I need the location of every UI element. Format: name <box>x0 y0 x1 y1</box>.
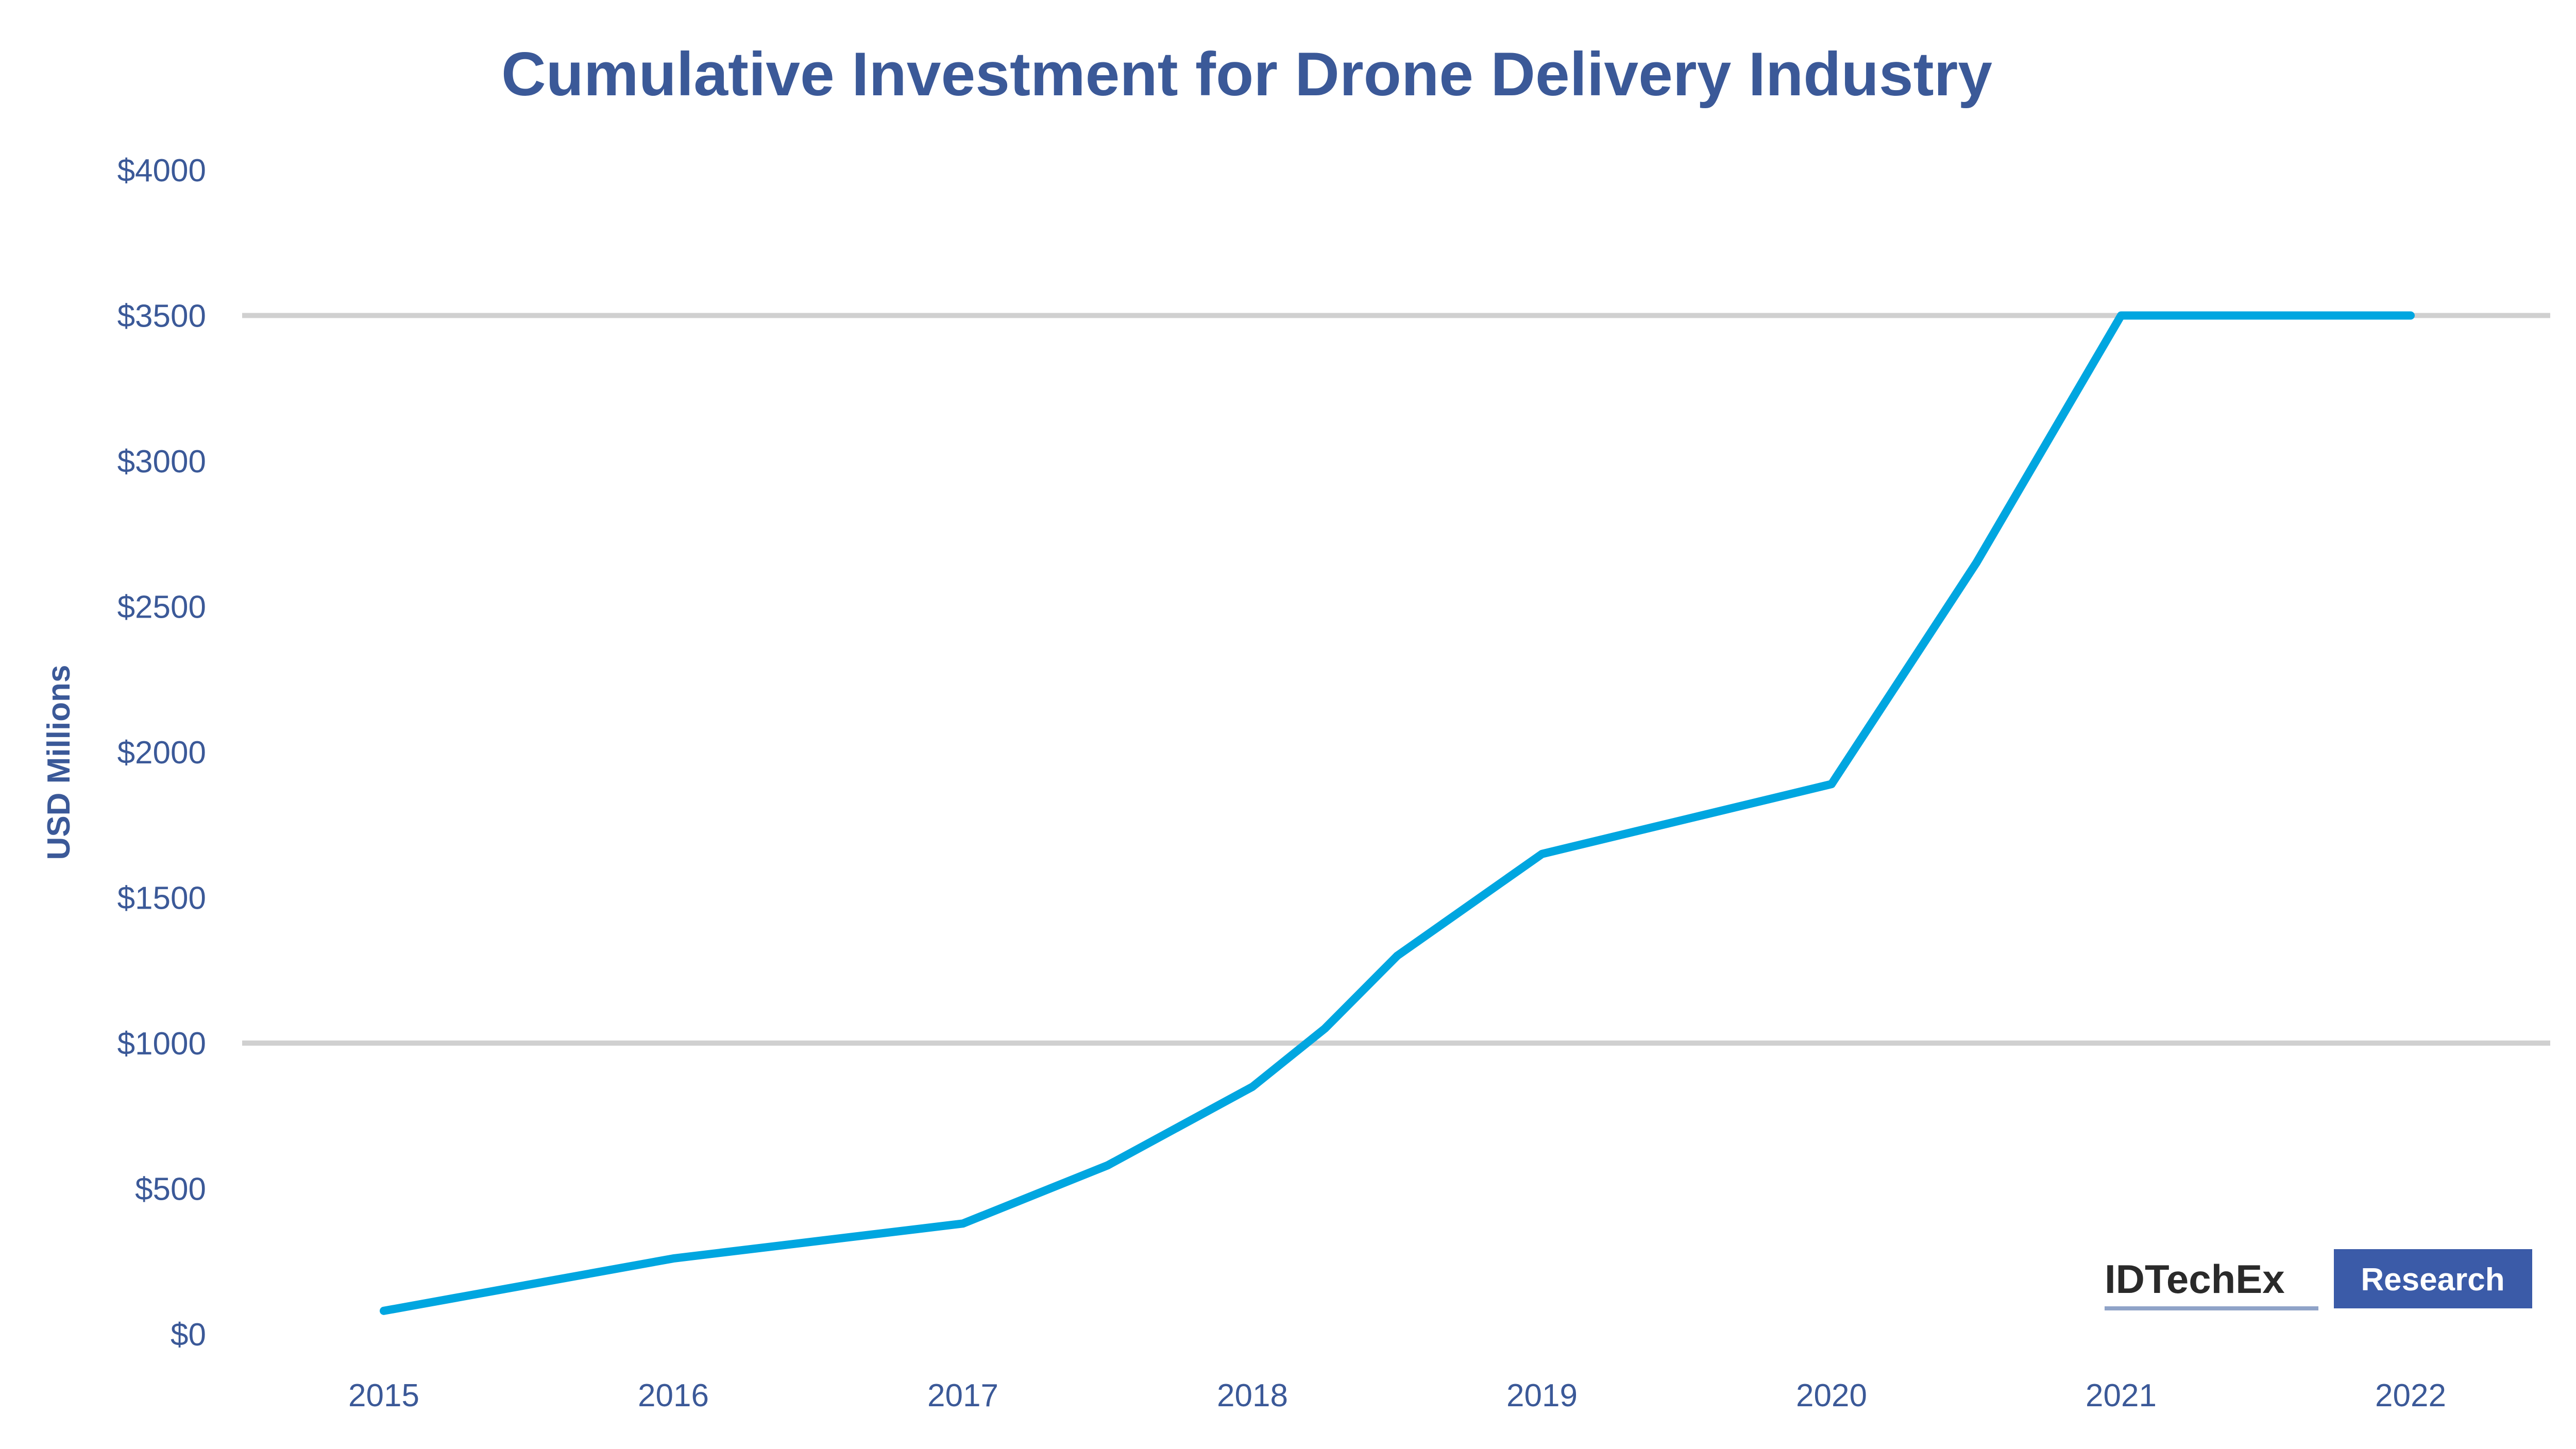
y-tick-label: $4000 <box>117 153 206 189</box>
y-tick-label: $0 <box>171 1317 206 1353</box>
y-tick-label: $2000 <box>117 735 206 771</box>
y-tick-label: $2500 <box>117 590 206 625</box>
x-tick-label: 2016 <box>638 1378 709 1413</box>
series-line-0 <box>380 311 2415 1315</box>
y-tick-label: $3500 <box>117 299 206 334</box>
y-tick-label: $500 <box>135 1172 206 1207</box>
grid-lines <box>242 313 2550 1046</box>
chart-title: Cumulative Investment for Drone Delivery… <box>501 40 1992 109</box>
x-tick-label: 2021 <box>2086 1378 2157 1413</box>
y-tick-label: $1000 <box>117 1026 206 1062</box>
y-tick-label: $1500 <box>117 881 206 916</box>
research-badge <box>2334 1249 2532 1308</box>
y-tick-label: $3000 <box>117 444 206 480</box>
x-axis-ticks: 2015 2016 2017 2018 2019 2020 2021 2022 <box>348 1378 2446 1413</box>
x-tick-label: 2020 <box>1796 1378 1867 1413</box>
y-axis-label: USD Millions <box>41 665 77 860</box>
x-tick-label: 2022 <box>2375 1378 2446 1413</box>
x-tick-label: 2017 <box>927 1378 998 1413</box>
brand-logo-text: IDTechEx <box>2105 1256 2285 1302</box>
series <box>380 311 2415 1315</box>
x-tick-label: 2015 <box>348 1378 419 1413</box>
x-tick-label: 2018 <box>1217 1378 1288 1413</box>
research-badge-text: Research <box>2361 1262 2504 1298</box>
y-axis-ticks: $0 $500 $1000 $1500 $2000 $2500 $3000 $3500 $400… <box>117 153 206 1353</box>
x-tick-label: 2019 <box>1506 1378 1578 1413</box>
watermark-logo: IDTechEx Research <box>2105 1249 2532 1310</box>
